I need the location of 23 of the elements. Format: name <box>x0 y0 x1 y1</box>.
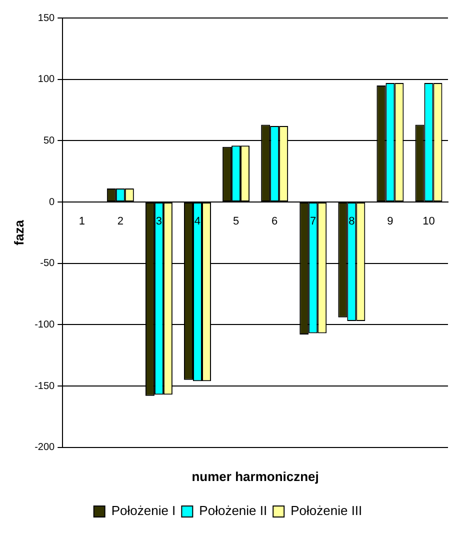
y-tick-label: -100 <box>34 319 56 330</box>
x-tick-label: 5 <box>232 216 240 228</box>
y-tick-label: -200 <box>34 442 56 454</box>
x-tick-label: 2 <box>117 216 124 228</box>
legend-label: Położenie II <box>199 503 268 518</box>
y-tick-label: 150 <box>38 12 56 24</box>
y-tick-label: 100 <box>38 74 56 86</box>
x-tick-label: 8 <box>348 216 355 228</box>
legend-label: Położenie I <box>111 503 176 518</box>
x-tick-label: 9 <box>387 216 394 228</box>
x-axis-title: numer harmonicznej <box>192 468 319 484</box>
x-tick-label: 3 <box>156 216 162 228</box>
y-tick-label: -150 <box>34 380 56 392</box>
y-axis-title: faza <box>11 219 26 246</box>
x-tick-label: 6 <box>272 216 278 228</box>
x-tick-label: 10 <box>422 216 435 228</box>
x-tick-label: 1 <box>78 216 85 228</box>
legend-label: Położenie III <box>290 503 362 518</box>
x-tick-label: 4 <box>194 216 201 228</box>
y-tick-label: 0 <box>49 196 56 208</box>
y-tick-label: 50 <box>43 135 56 146</box>
x-tick-label: 7 <box>310 216 316 228</box>
y-tick-label: -50 <box>40 258 56 270</box>
